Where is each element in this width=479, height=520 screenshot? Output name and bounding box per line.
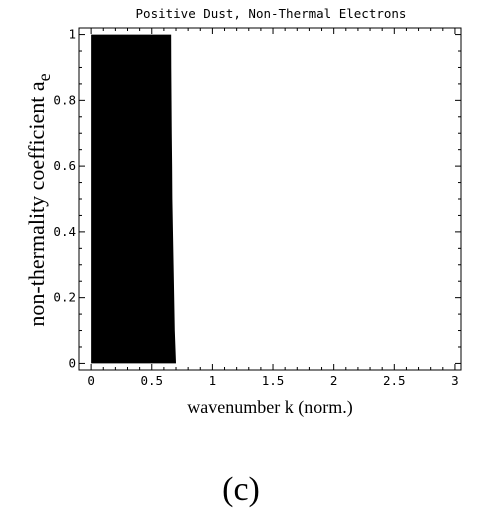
x-tick-label: 1.5 xyxy=(262,373,285,388)
x-tick-label: 0 xyxy=(87,373,95,388)
x-tick-label: 2 xyxy=(330,373,338,388)
figure-caption: (c) xyxy=(222,471,260,508)
y-axis-label-subscript: e xyxy=(34,73,54,81)
y-axis-ticks: 0 0.2 0.4 0.6 0.8 1 xyxy=(53,27,461,370)
y-axis-label: non-thermality coefficient ae xyxy=(24,73,54,326)
y-tick-label: 0.2 xyxy=(53,290,76,305)
plot-area: 0 0.5 1 1.5 2 2.5 3 0 0.2 0.4 0.6 0.8 1 xyxy=(53,27,462,388)
y-axis-label-main: non-thermality coefficient a xyxy=(24,81,49,326)
svg-text:non-thermality coefficient ae: non-thermality coefficient ae xyxy=(24,73,54,326)
x-tick-label: 3 xyxy=(451,373,459,388)
x-tick-label: 1 xyxy=(209,373,217,388)
x-tick-label: 2.5 xyxy=(383,373,406,388)
y-tick-label: 1 xyxy=(68,27,76,42)
y-tick-label: 0.4 xyxy=(53,224,76,239)
y-tick-label: 0 xyxy=(68,355,76,370)
x-tick-label: 0.5 xyxy=(140,373,163,388)
y-tick-label: 0.8 xyxy=(53,92,76,107)
shaded-region xyxy=(91,34,177,364)
x-axis-label: wavenumber k (norm.) xyxy=(187,397,352,418)
y-tick-label: 0.6 xyxy=(53,158,76,173)
chart-title: Positive Dust, Non-Thermal Electrons xyxy=(136,6,407,21)
x-axis-ticks: 0 0.5 1 1.5 2 2.5 3 xyxy=(87,28,459,388)
